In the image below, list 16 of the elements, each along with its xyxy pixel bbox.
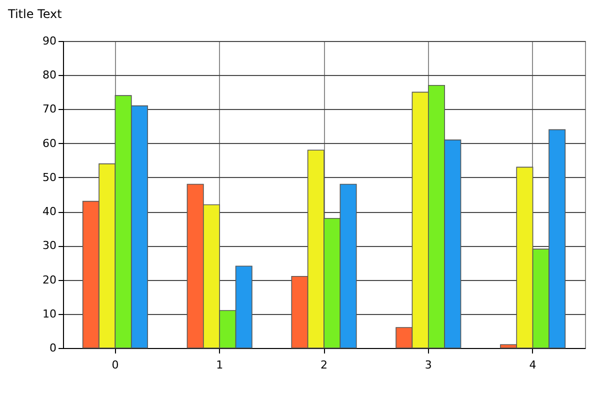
y-tick-label: 70: [42, 102, 56, 116]
x-tick-label: 2: [320, 358, 328, 372]
y-tick-label: 60: [42, 136, 56, 150]
chart-title: Title Text: [7, 7, 62, 21]
x-tick-label: 0: [112, 358, 119, 372]
y-tick-label: 50: [42, 170, 56, 184]
y-tick-label: 0: [50, 342, 56, 354]
y-tick-label: 80: [42, 68, 56, 82]
y-tick-label: 30: [42, 239, 56, 252]
y-tick-label: 10: [42, 307, 56, 320]
x-tick-label: 3: [424, 358, 432, 372]
x-tick-label: 1: [216, 358, 224, 372]
x-tick-label: 4: [529, 358, 536, 372]
y-tick-label: 40: [42, 205, 56, 218]
y-tick-label: 20: [42, 273, 56, 286]
y-tick-label: 90: [42, 34, 56, 48]
